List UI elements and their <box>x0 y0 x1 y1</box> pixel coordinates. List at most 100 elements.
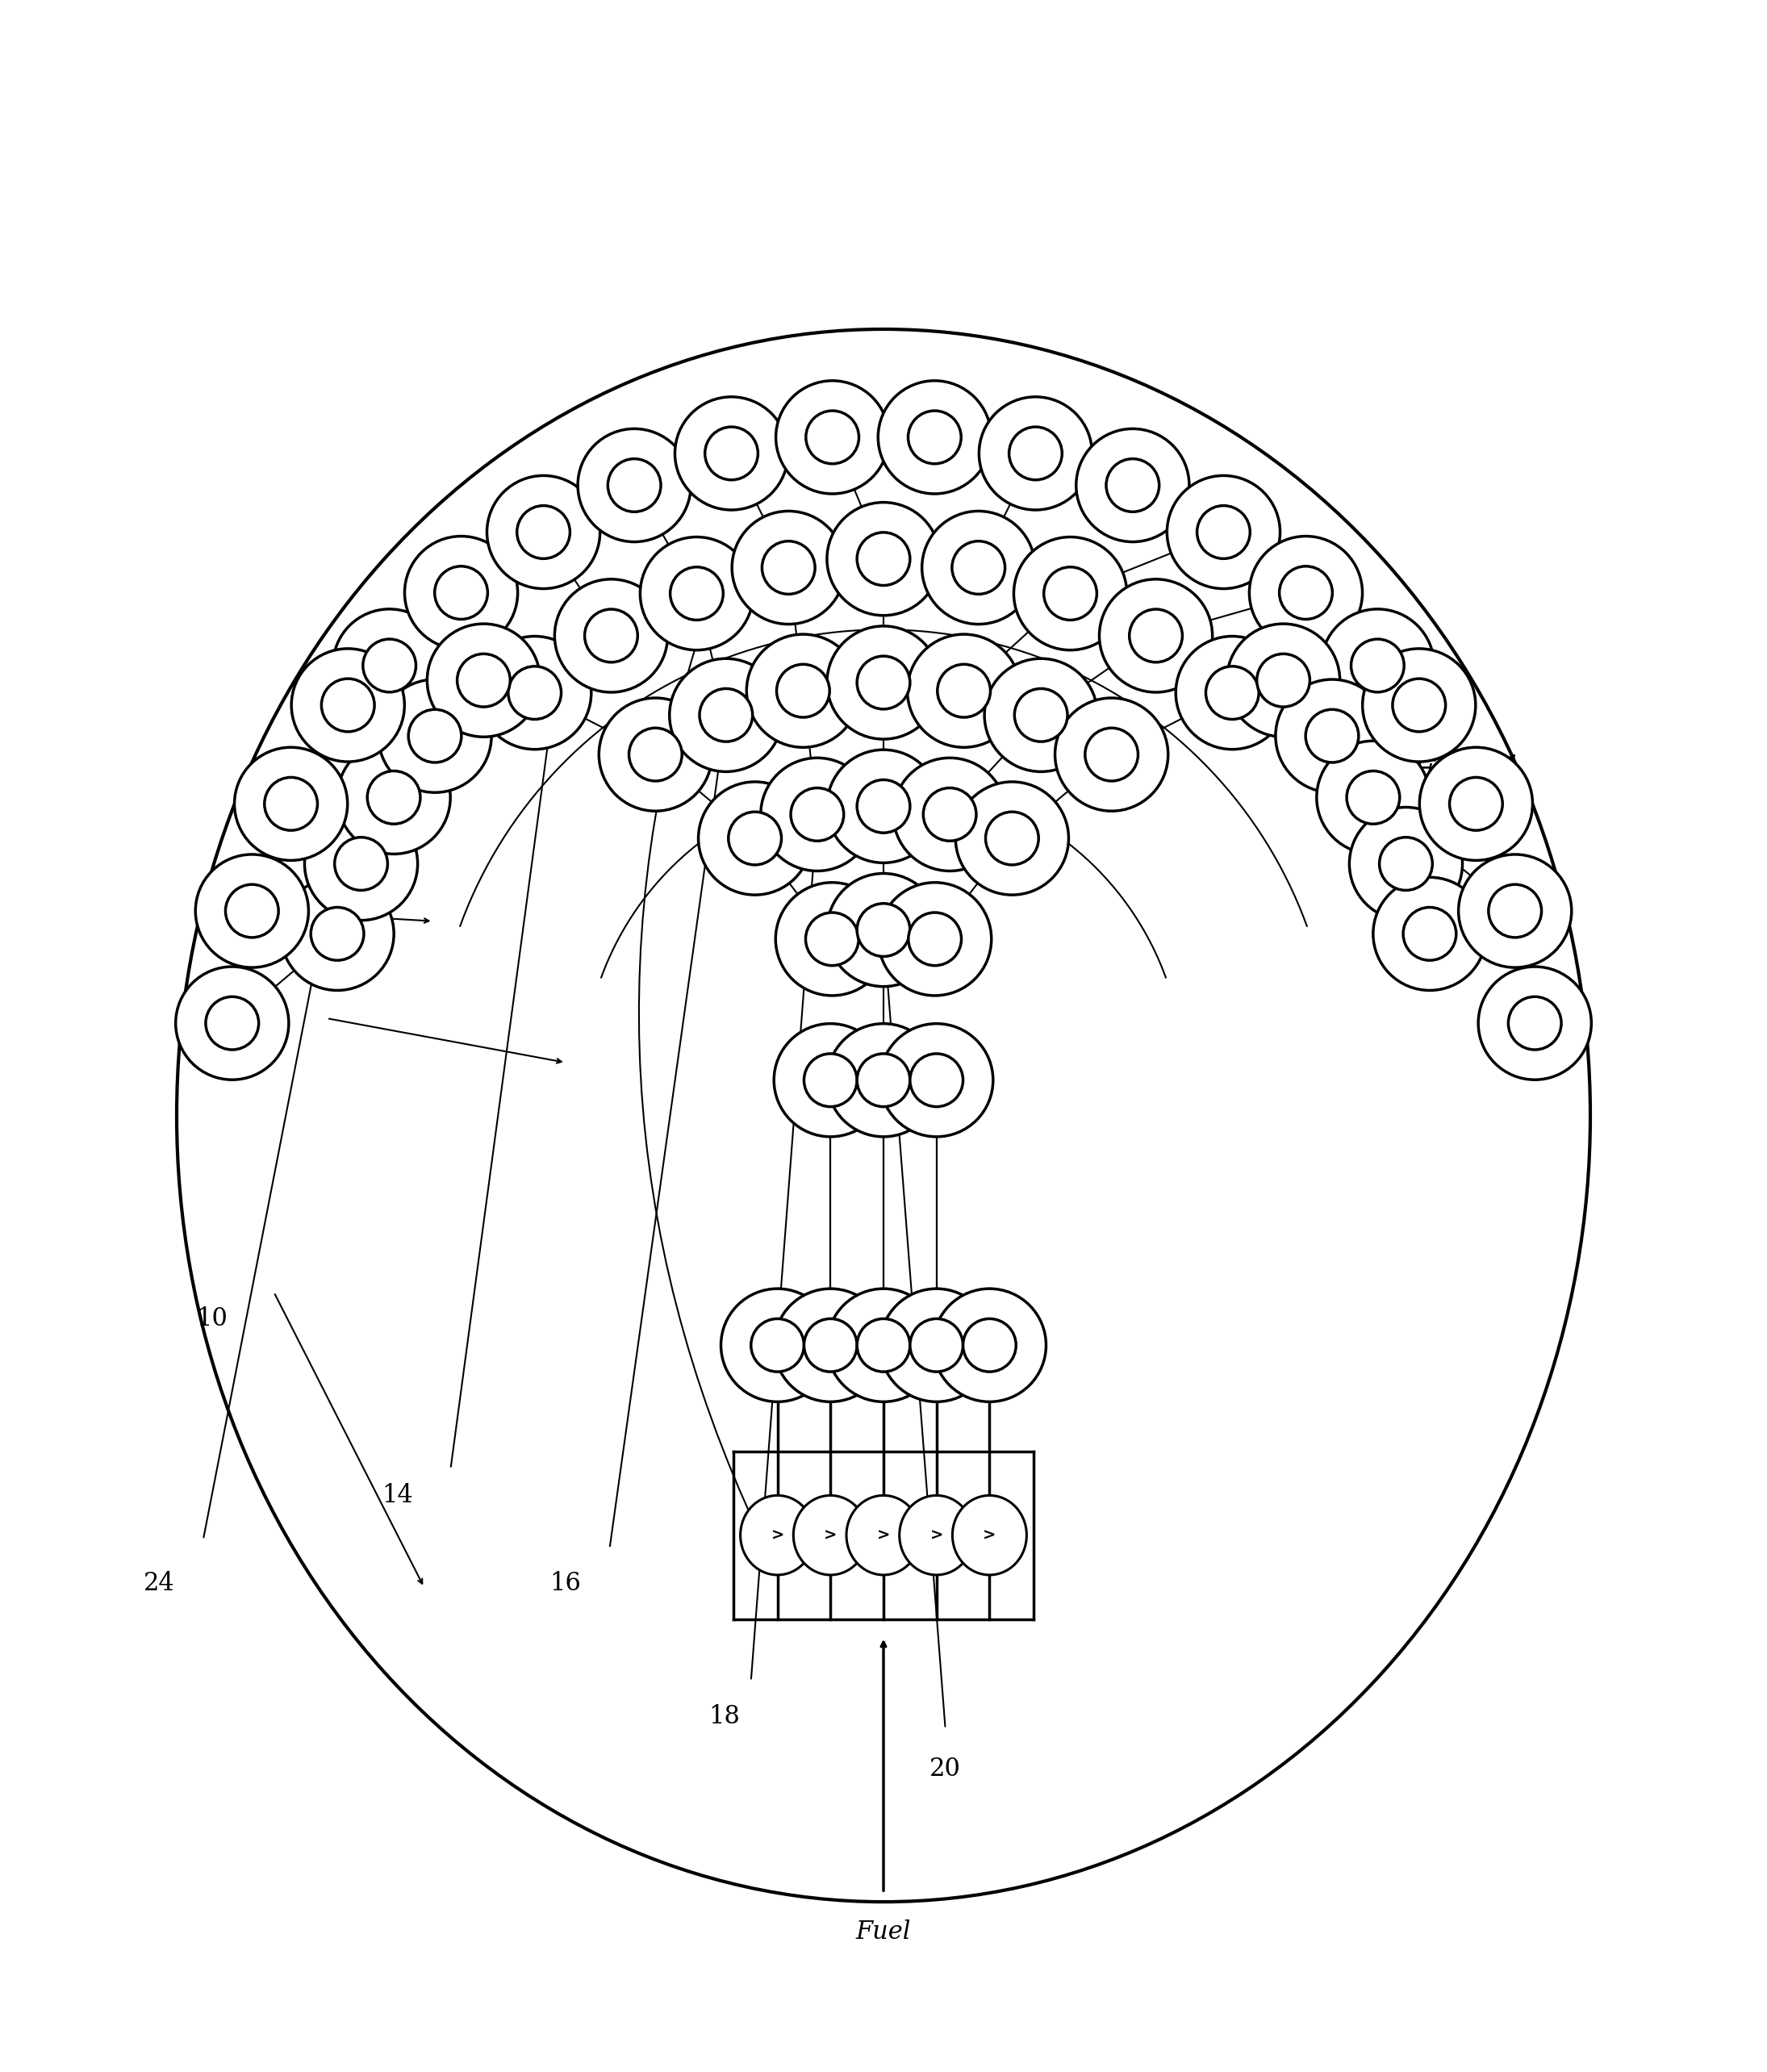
Circle shape <box>368 771 421 825</box>
Text: Fuel: Fuel <box>855 1919 912 1944</box>
Circle shape <box>1085 727 1138 781</box>
Circle shape <box>892 758 1005 870</box>
Circle shape <box>1129 609 1182 663</box>
Circle shape <box>1449 777 1502 831</box>
Circle shape <box>963 1318 1016 1372</box>
Circle shape <box>1316 742 1430 854</box>
Circle shape <box>984 659 1097 771</box>
Circle shape <box>1099 580 1212 692</box>
Circle shape <box>721 1289 834 1403</box>
Circle shape <box>311 908 364 959</box>
Circle shape <box>281 876 394 990</box>
Circle shape <box>952 541 1005 595</box>
Circle shape <box>827 1024 940 1138</box>
Text: 12: 12 <box>214 918 246 943</box>
Circle shape <box>1076 429 1189 543</box>
Circle shape <box>322 680 375 731</box>
Circle shape <box>705 427 758 481</box>
Circle shape <box>732 512 845 624</box>
Circle shape <box>857 657 910 709</box>
Circle shape <box>878 381 991 493</box>
Circle shape <box>986 812 1039 864</box>
Circle shape <box>956 781 1069 895</box>
Circle shape <box>235 748 348 860</box>
Circle shape <box>1488 885 1541 937</box>
Circle shape <box>933 1289 1046 1403</box>
Circle shape <box>518 506 571 559</box>
Text: >: > <box>876 1527 891 1544</box>
Circle shape <box>608 458 661 512</box>
Circle shape <box>1279 566 1332 620</box>
Circle shape <box>827 874 940 986</box>
Text: >: > <box>929 1527 944 1544</box>
Circle shape <box>1009 427 1062 481</box>
Circle shape <box>428 624 541 738</box>
Circle shape <box>792 787 845 841</box>
Circle shape <box>937 665 990 717</box>
Circle shape <box>1014 688 1067 742</box>
Circle shape <box>1322 609 1435 723</box>
Circle shape <box>670 659 783 771</box>
Ellipse shape <box>793 1496 868 1575</box>
Circle shape <box>1352 638 1405 692</box>
Circle shape <box>555 580 668 692</box>
Circle shape <box>700 688 753 742</box>
Circle shape <box>806 410 859 464</box>
Circle shape <box>1392 680 1445 731</box>
Circle shape <box>774 1289 887 1403</box>
Circle shape <box>408 709 461 762</box>
Circle shape <box>878 883 991 995</box>
Circle shape <box>1166 477 1279 588</box>
Circle shape <box>774 1024 887 1138</box>
Circle shape <box>857 903 910 957</box>
Text: 16: 16 <box>550 1571 581 1595</box>
Circle shape <box>488 477 601 588</box>
Circle shape <box>804 1318 857 1372</box>
Circle shape <box>196 854 309 968</box>
Text: >: > <box>982 1527 997 1544</box>
Circle shape <box>1276 680 1389 792</box>
Circle shape <box>509 667 562 719</box>
Circle shape <box>1055 698 1168 810</box>
Circle shape <box>1380 837 1433 891</box>
Ellipse shape <box>846 1496 921 1575</box>
Circle shape <box>777 665 830 717</box>
Circle shape <box>362 638 415 692</box>
Circle shape <box>827 626 940 740</box>
Circle shape <box>908 912 961 966</box>
Circle shape <box>1362 649 1475 762</box>
Circle shape <box>1256 655 1309 707</box>
Circle shape <box>762 758 875 870</box>
Circle shape <box>578 429 691 543</box>
Circle shape <box>857 1318 910 1372</box>
Text: 18: 18 <box>709 1703 740 1728</box>
Circle shape <box>776 883 889 995</box>
Circle shape <box>747 634 861 748</box>
Circle shape <box>175 968 288 1080</box>
Circle shape <box>378 680 491 792</box>
Circle shape <box>292 649 405 762</box>
Circle shape <box>1205 667 1258 719</box>
Text: 14: 14 <box>382 1484 413 1508</box>
Circle shape <box>1106 458 1159 512</box>
Text: >: > <box>770 1527 785 1544</box>
Circle shape <box>827 1289 940 1403</box>
Circle shape <box>675 398 788 510</box>
Circle shape <box>728 812 781 864</box>
Circle shape <box>1479 968 1592 1080</box>
Circle shape <box>806 912 859 966</box>
Circle shape <box>265 777 318 831</box>
Circle shape <box>1014 537 1127 651</box>
Circle shape <box>910 1055 963 1106</box>
Circle shape <box>910 1318 963 1372</box>
Circle shape <box>880 1024 993 1138</box>
Text: 24: 24 <box>143 1571 175 1595</box>
Text: >: > <box>823 1527 838 1544</box>
Circle shape <box>1249 537 1362 649</box>
Circle shape <box>979 398 1092 510</box>
Circle shape <box>922 512 1035 624</box>
Circle shape <box>334 837 387 891</box>
Circle shape <box>1175 636 1288 750</box>
Circle shape <box>776 381 889 493</box>
Circle shape <box>205 997 258 1051</box>
